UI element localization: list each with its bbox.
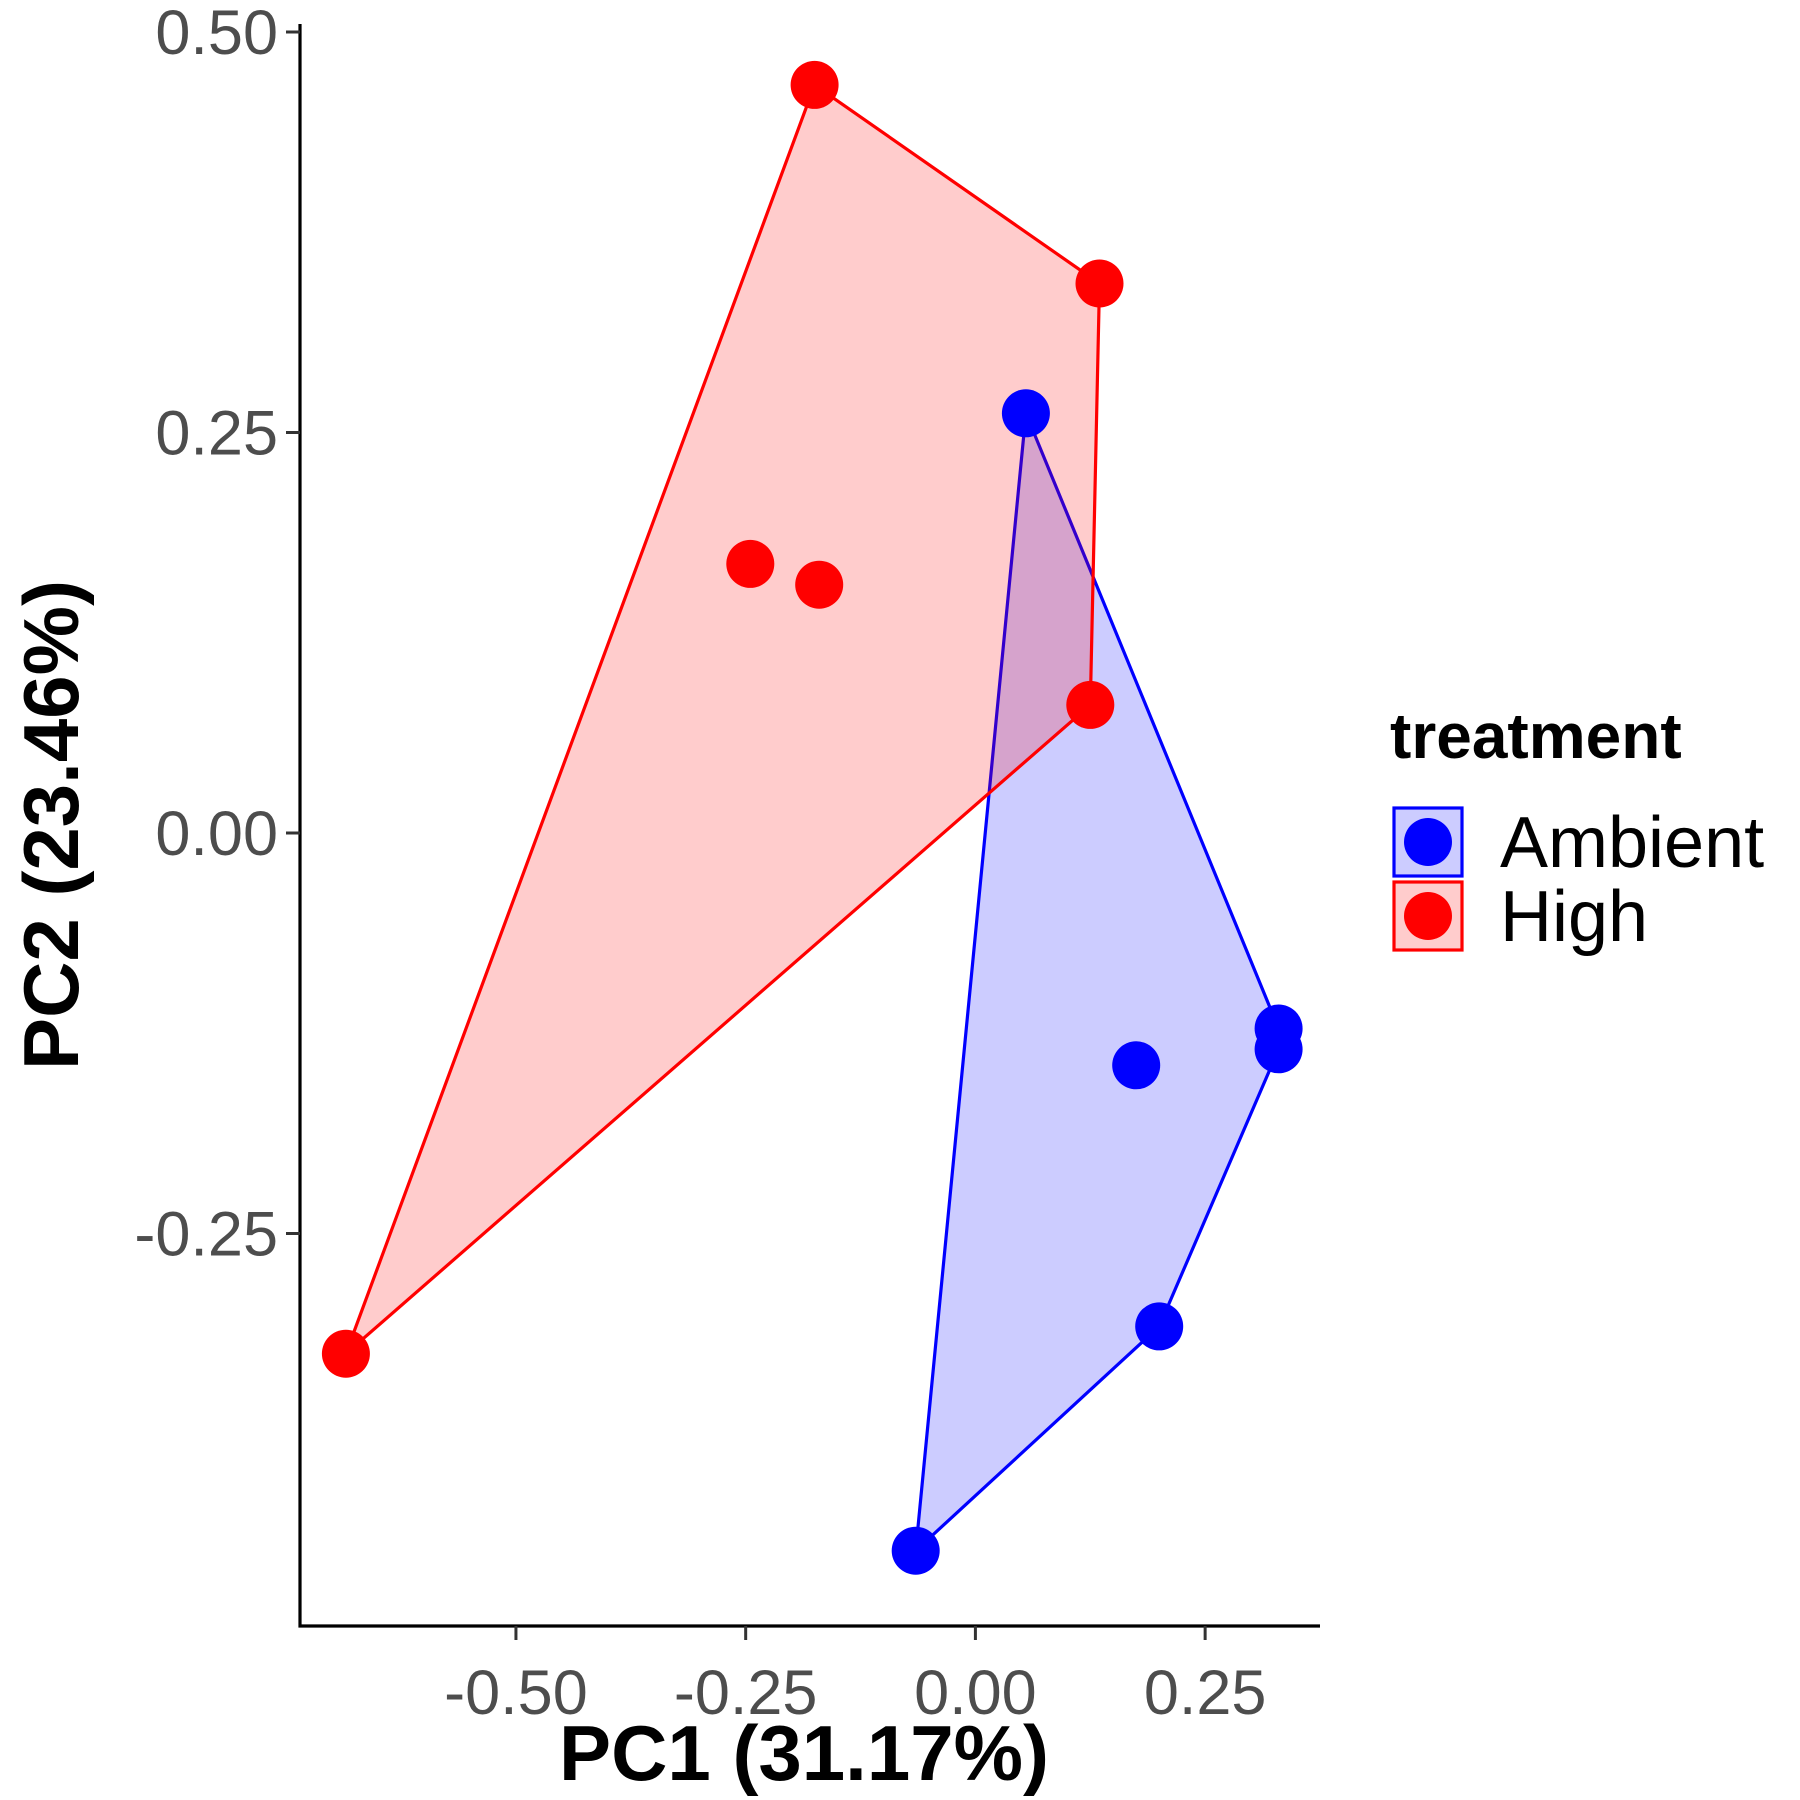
y-tick-label: 0.50 <box>155 0 278 68</box>
y-tick-label: 0.00 <box>155 799 278 869</box>
point-high-2 <box>1075 259 1124 308</box>
legend-label-high: High <box>1500 877 1648 957</box>
point-high-5 <box>1066 680 1115 729</box>
point-high-1 <box>790 60 839 109</box>
point-ambient-1 <box>1001 389 1050 438</box>
point-ambient-5 <box>1135 1302 1184 1351</box>
legend-marker-high <box>1404 892 1452 940</box>
y-tick-label: 0.25 <box>155 399 278 469</box>
axes-layer: -0.50 -0.25 0.00 0.25 -0.25 0.00 0.25 0.50 <box>134 0 1320 1728</box>
point-ambient-4 <box>1254 1025 1303 1074</box>
point-layer <box>321 60 1303 1575</box>
legend-title: treatment <box>1390 700 1682 772</box>
legend-label-ambient: Ambient <box>1500 803 1764 883</box>
legend-marker-ambient <box>1404 818 1452 866</box>
x-axis-title: PC1 (31.17%) <box>559 1709 1049 1797</box>
point-ambient-2 <box>1112 1041 1161 1090</box>
point-high-6 <box>321 1329 370 1378</box>
y-axis-title: PC2 (23.46%) <box>7 580 95 1070</box>
point-high-4 <box>795 560 844 609</box>
hull-ambient <box>914 411 1281 1553</box>
y-tick-label: -0.25 <box>134 1200 278 1270</box>
point-high-3 <box>726 539 775 588</box>
x-tick-label: -0.25 <box>674 1658 818 1728</box>
x-tick-label: -0.50 <box>444 1658 588 1728</box>
hull-layer <box>344 83 1281 1553</box>
point-ambient-6 <box>891 1526 940 1575</box>
x-tick-label: 0.00 <box>914 1658 1037 1728</box>
x-tick-label: 0.25 <box>1144 1658 1267 1728</box>
